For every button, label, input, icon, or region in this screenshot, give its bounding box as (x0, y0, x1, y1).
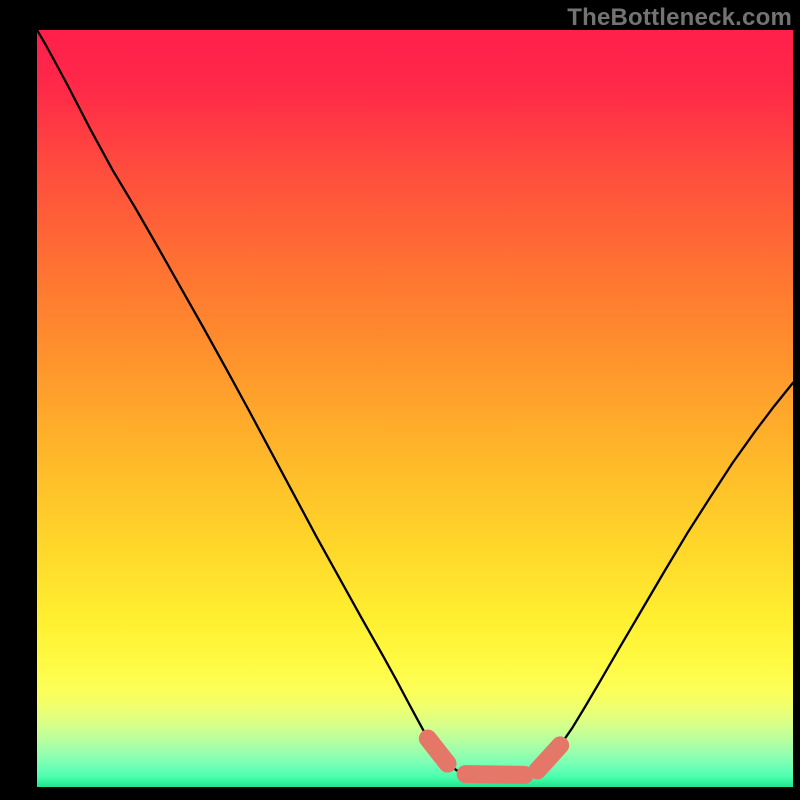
watermark-text: TheBottleneck.com (567, 4, 792, 32)
gradient-background (37, 30, 793, 787)
marker-segment (466, 774, 525, 775)
plot-area (37, 30, 793, 787)
chart-svg (37, 30, 793, 787)
